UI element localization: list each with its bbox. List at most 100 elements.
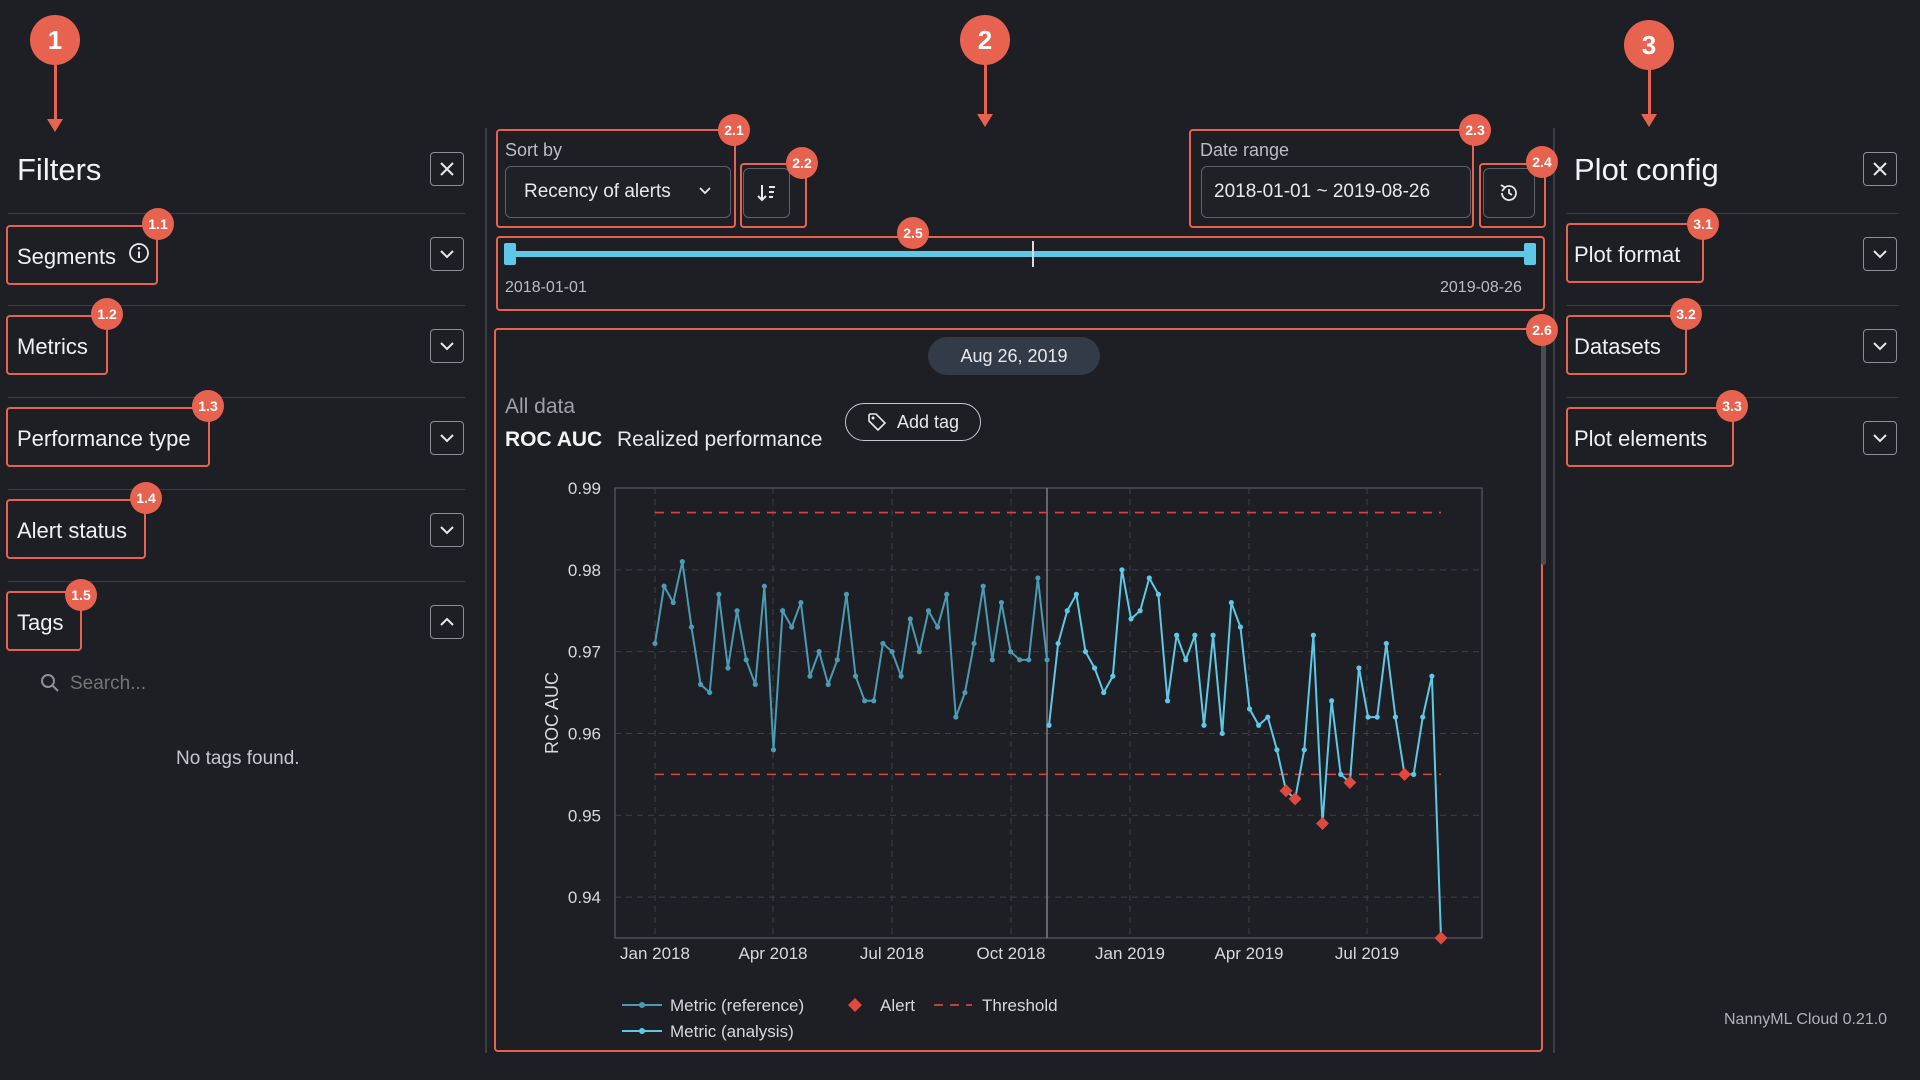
reference-point (1017, 657, 1023, 663)
reference-series-line (654, 561, 1048, 750)
reference-point (743, 657, 749, 663)
analysis-point (1265, 714, 1271, 720)
filters-divider (8, 213, 465, 214)
reference-point (707, 689, 713, 696)
date-slider-start-handle[interactable] (504, 243, 516, 265)
badge-3-3: 3.3 (1716, 390, 1748, 422)
alert-marker (1315, 816, 1329, 830)
analysis-point (1192, 632, 1198, 638)
filters-close-button[interactable] (430, 152, 464, 186)
history-icon (1500, 184, 1517, 201)
y-tick-label: 0.95 (568, 806, 601, 825)
datasets-expand-button[interactable] (1863, 329, 1897, 363)
date-slider-track[interactable] (510, 251, 1530, 257)
analysis-point (1201, 722, 1207, 728)
plot-format-label[interactable]: Plot format (1574, 242, 1681, 267)
analysis-point (1329, 698, 1335, 704)
analysis-point (1101, 689, 1107, 696)
right-separator (1553, 128, 1555, 1053)
date-range-input[interactable]: 2018-01-01 ~ 2019-08-26 (1201, 166, 1471, 218)
filters-divider (8, 397, 465, 398)
plot-frame (614, 487, 1483, 939)
tags-empty-text: No tags found. (176, 748, 300, 769)
sort-descending-icon (756, 185, 775, 202)
reference-point (652, 640, 658, 647)
sort-by-label: Sort by (505, 140, 563, 160)
sort-by-select[interactable]: Recency of alerts (505, 166, 731, 218)
reference-point (816, 649, 822, 655)
badge-3-1: 3.1 (1687, 208, 1719, 240)
segments-expand-button[interactable] (430, 237, 464, 271)
reference-point (852, 673, 859, 679)
plot-format-expand-button[interactable] (1863, 237, 1897, 271)
reference-point (761, 583, 767, 589)
close-icon (440, 162, 454, 176)
version-label: NannyML Cloud 0.21.0 (1724, 1011, 1888, 1028)
badge-1-5: 1.5 (65, 579, 97, 611)
alert-status-highlight (6, 499, 146, 559)
reference-point (998, 599, 1005, 606)
plot-elements-label[interactable]: Plot elements (1574, 426, 1708, 451)
plot-scrollbar[interactable] (1541, 335, 1546, 565)
analysis-point (1128, 616, 1134, 622)
analysis-series-line (1048, 569, 1442, 939)
filters-divider (8, 581, 465, 582)
sort-by-highlight (496, 129, 736, 228)
filters-title: Filters (17, 152, 102, 187)
alert-status-label[interactable]: Alert status (17, 518, 128, 543)
chevron-down-icon (1873, 434, 1887, 443)
datasets-highlight (1566, 315, 1687, 375)
info-icon[interactable] (128, 242, 150, 264)
analysis-point (1073, 591, 1079, 597)
reference-point (670, 599, 676, 606)
left-separator (485, 128, 487, 1053)
callout-2-arrow (977, 65, 993, 127)
analysis-point (1429, 673, 1435, 679)
analysis-point (1256, 722, 1262, 728)
reference-point (944, 591, 950, 597)
metric-kind: Realized performance (617, 428, 823, 451)
performance-type-expand-button[interactable] (430, 421, 464, 455)
chevron-down-icon (440, 434, 454, 443)
badge-1-4: 1.4 (130, 482, 162, 514)
legend-alert-swatch (848, 998, 862, 1012)
badge-2-5: 2.5 (897, 217, 929, 249)
alert-marker (1398, 767, 1412, 781)
date-slider-highlight (496, 236, 1545, 311)
legend-threshold-label: Threshold (982, 996, 1058, 1015)
badge-1-3: 1.3 (192, 390, 224, 422)
plot-config-close-button[interactable] (1863, 152, 1897, 186)
tags-search-input[interactable] (68, 668, 452, 700)
callout-3-arrow (1641, 70, 1657, 127)
reference-point (807, 673, 813, 679)
badge-2-1: 2.1 (718, 114, 750, 146)
reference-point (834, 657, 840, 663)
date-slider-end-handle[interactable] (1524, 243, 1536, 265)
analysis-point (1420, 714, 1426, 720)
y-axis-label: ROC AUC (542, 672, 562, 754)
date-range-label: Date range (1200, 140, 1290, 160)
add-tag-button[interactable]: Add tag (845, 403, 981, 441)
reference-point (798, 599, 804, 606)
sort-order-button[interactable] (743, 168, 790, 218)
alert-status-expand-button[interactable] (430, 513, 464, 547)
tags-label[interactable]: Tags (17, 610, 64, 635)
plot-subtitle: All data (505, 395, 576, 418)
tags-collapse-button[interactable] (430, 605, 464, 639)
plot-config-divider (1566, 305, 1899, 306)
metrics-label[interactable]: Metrics (17, 334, 88, 359)
legend-reference-label: Metric (reference) (670, 996, 804, 1015)
metrics-expand-button[interactable] (430, 329, 464, 363)
plot-area-highlight (494, 328, 1543, 1052)
reset-date-range-button[interactable] (1483, 168, 1535, 218)
chevron-up-icon (440, 617, 454, 626)
plot-elements-expand-button[interactable] (1863, 421, 1897, 455)
segments-label[interactable]: Segments (17, 244, 117, 269)
datasets-label[interactable]: Datasets (1574, 334, 1661, 359)
filters-divider (8, 489, 465, 490)
alert-marker (1434, 931, 1448, 945)
tag-icon (868, 413, 887, 432)
reference-point (971, 640, 977, 647)
performance-type-label[interactable]: Performance type (17, 426, 191, 451)
analysis-point (1164, 698, 1171, 704)
